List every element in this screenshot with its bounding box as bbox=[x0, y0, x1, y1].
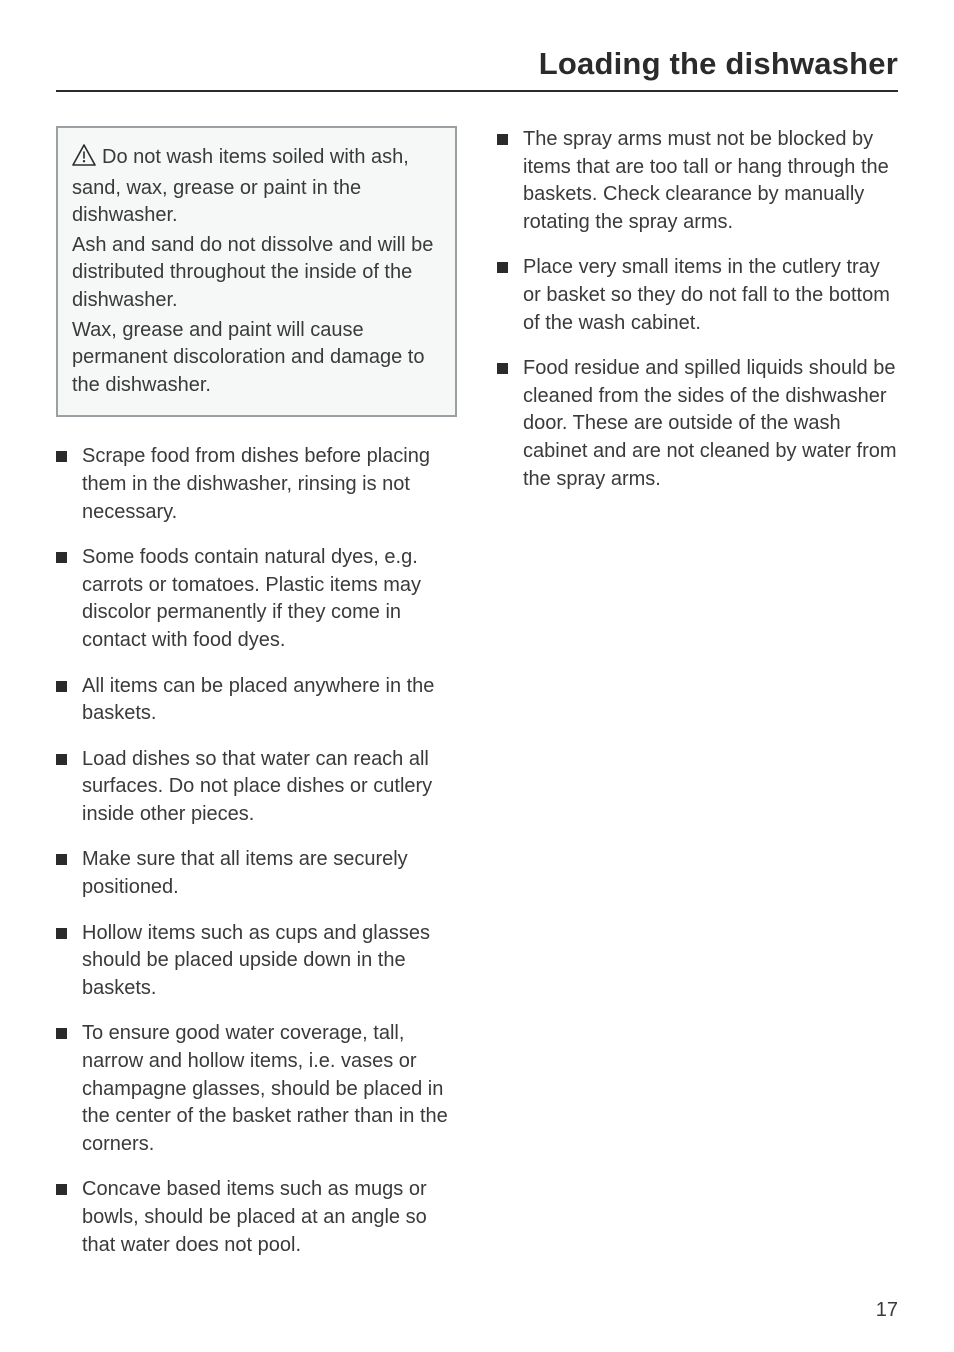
left-bullet-list: Scrape food from dishes before placing t… bbox=[56, 443, 457, 1259]
warning-text-1: Do not wash items soiled with ash, sand,… bbox=[72, 146, 409, 226]
right-bullet-list: The spray arms must not be blocked by it… bbox=[497, 126, 898, 493]
right-column: The spray arms must not be blocked by it… bbox=[497, 126, 898, 1277]
warning-icon bbox=[72, 144, 96, 175]
list-item: To ensure good water coverage, tall, nar… bbox=[56, 1020, 457, 1158]
list-item: Hollow items such as cups and glasses sh… bbox=[56, 920, 457, 1003]
list-item: Food residue and spilled liquids should … bbox=[497, 355, 898, 493]
list-item: Make sure that all items are securely po… bbox=[56, 846, 457, 901]
left-column: Do not wash items soiled with ash, sand,… bbox=[56, 126, 457, 1277]
list-item: Concave based items such as mugs or bowl… bbox=[56, 1176, 457, 1259]
list-item: Place very small items in the cutlery tr… bbox=[497, 254, 898, 337]
warning-paragraph-1: Do not wash items soiled with ash, sand,… bbox=[72, 144, 441, 230]
warning-paragraph-3: Wax, grease and paint will cause permane… bbox=[72, 317, 441, 400]
list-item: Some foods contain natural dyes, e.g. ca… bbox=[56, 544, 457, 654]
warning-box: Do not wash items soiled with ash, sand,… bbox=[56, 126, 457, 417]
two-column-layout: Do not wash items soiled with ash, sand,… bbox=[56, 126, 898, 1277]
list-item: Scrape food from dishes before placing t… bbox=[56, 443, 457, 526]
list-item: All items can be placed anywhere in the … bbox=[56, 673, 457, 728]
page-title: Loading the dishwasher bbox=[56, 46, 898, 92]
page-number: 17 bbox=[876, 1299, 898, 1322]
list-item: Load dishes so that water can reach all … bbox=[56, 746, 457, 829]
list-item: The spray arms must not be blocked by it… bbox=[497, 126, 898, 236]
warning-paragraph-2: Ash and sand do not dissolve and will be… bbox=[72, 232, 441, 315]
